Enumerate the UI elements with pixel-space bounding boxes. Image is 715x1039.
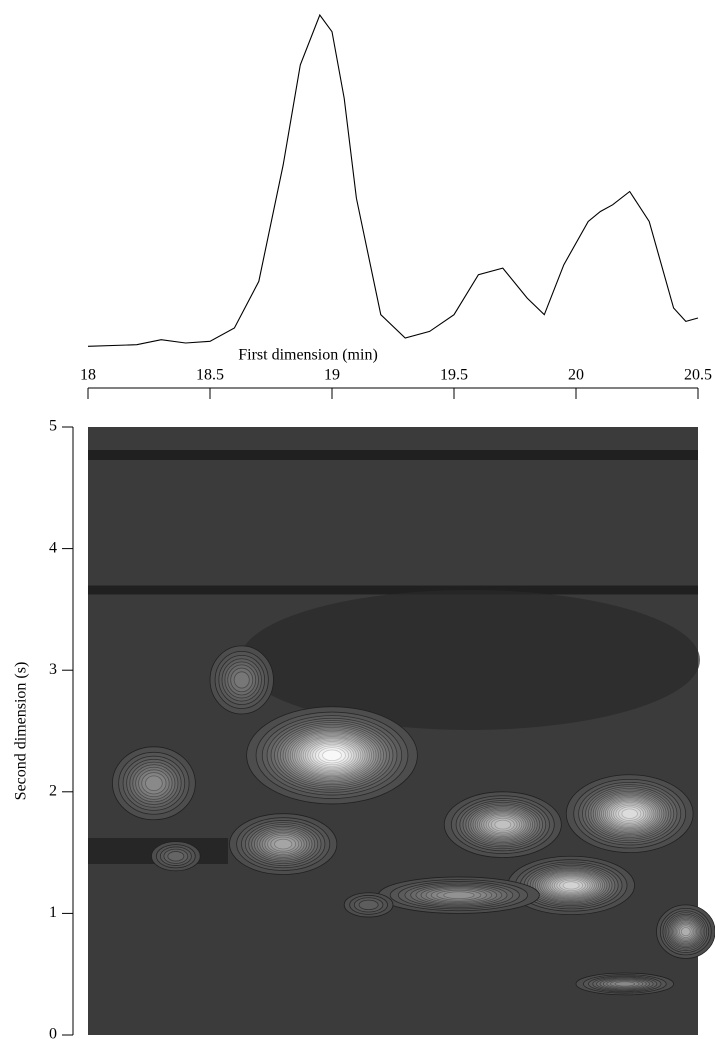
- y-tick-label: 2: [49, 782, 57, 799]
- contour-ring: [322, 749, 342, 762]
- y-axis-title: Second dimension (s): [13, 662, 30, 801]
- x-tick-label: 18: [80, 367, 96, 384]
- chromatogram-line: [87, 13, 699, 347]
- dark-band: [88, 450, 698, 460]
- contour-plot: [88, 427, 715, 1035]
- contour-ring: [494, 819, 512, 830]
- contour-ring: [621, 808, 638, 819]
- x-tick-label: 19: [324, 367, 340, 384]
- y-tick-label: 5: [49, 418, 57, 435]
- contour-ring: [145, 775, 163, 792]
- contour-ring: [680, 927, 691, 937]
- contour-ring: [614, 981, 636, 987]
- dark-band: [88, 585, 698, 595]
- contour-ring: [233, 671, 250, 689]
- contour-ring: [274, 838, 293, 850]
- y-tick-label: 4: [49, 539, 57, 556]
- dark-region: [240, 590, 700, 730]
- contour-ring: [358, 899, 379, 911]
- y-tick-label: 1: [49, 904, 57, 921]
- y-tick-label: 3: [49, 661, 57, 678]
- contour-ring: [443, 891, 475, 900]
- y-tick-label: 0: [49, 1026, 57, 1039]
- x-tick-label: 18.5: [196, 367, 224, 384]
- contour-ring: [562, 881, 580, 890]
- x-tick-label: 20: [568, 367, 584, 384]
- x-tick-label: 19.5: [440, 367, 468, 384]
- x-axis-title: First dimension (min): [238, 347, 378, 364]
- x-tick-label: 20.5: [684, 367, 712, 384]
- contour-ring: [167, 851, 185, 862]
